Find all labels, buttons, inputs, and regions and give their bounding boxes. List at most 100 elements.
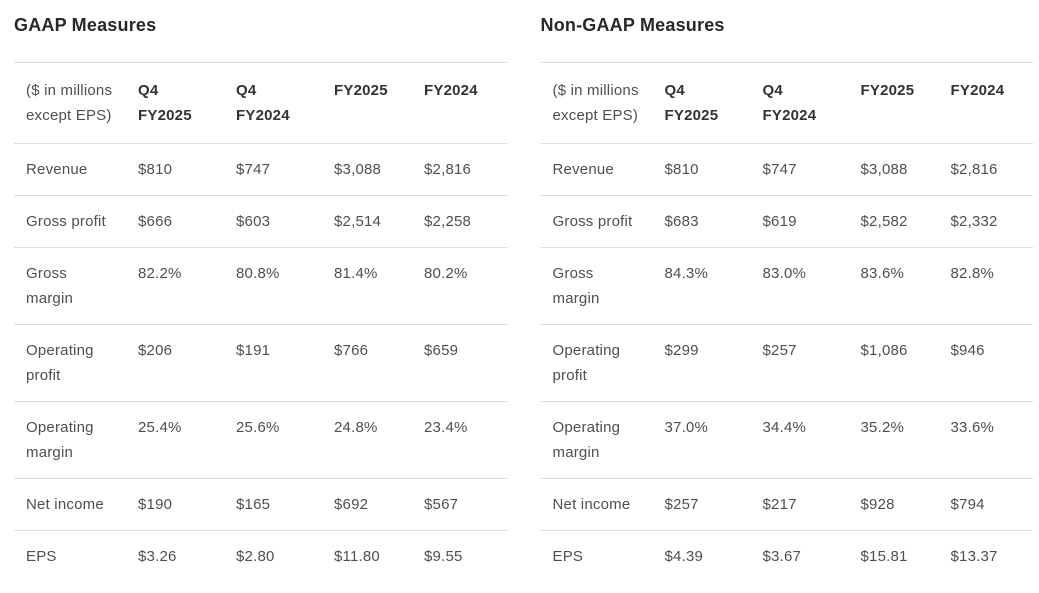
cell-value: $3.67 [762, 548, 802, 565]
cell-value: $257 [762, 342, 797, 359]
cell-value: 83.0% [762, 265, 807, 282]
cell-value: 81.4% [334, 265, 378, 282]
row-label: Net income [26, 496, 104, 513]
cell-value: $2,332 [950, 213, 998, 230]
cell-value: $659 [424, 342, 459, 359]
cell-value: $13.37 [950, 548, 998, 565]
cell-value: 84.3% [664, 265, 709, 282]
cell-value: $11.80 [334, 548, 380, 565]
cell-value: $766 [334, 342, 369, 359]
cell-value: $2,582 [860, 213, 908, 230]
cell-value: $683 [664, 213, 699, 230]
table-row: Gross profit $666 $603 $2,514 $2,258 [14, 195, 507, 247]
cell-value: $2,514 [334, 213, 382, 230]
column-header-q4-fy2025: Q4 FY2025 [138, 82, 192, 124]
table-row: Net income $257 $217 $928 $794 [540, 478, 1033, 530]
cell-value: 80.8% [236, 265, 280, 282]
cell-value: 25.6% [236, 419, 280, 436]
row-label: Gross margin [26, 265, 74, 307]
table-row: Revenue $810 $747 $3,088 $2,816 [540, 143, 1033, 195]
gaap-measures-table: GAAP Measures ($ in millions except EPS)… [14, 14, 507, 582]
row-label: Gross margin [552, 265, 600, 307]
row-label: Revenue [552, 161, 614, 178]
cell-value: $299 [664, 342, 699, 359]
cell-value: 34.4% [762, 419, 807, 436]
cell-value: $692 [334, 496, 369, 513]
cell-value: 80.2% [424, 265, 468, 282]
table-row: Operating profit $206 $191 $766 $659 [14, 324, 507, 401]
cell-value: 25.4% [138, 419, 182, 436]
cell-value: $2,258 [424, 213, 472, 230]
cell-value: $4.39 [664, 548, 704, 565]
cell-value: 37.0% [664, 419, 709, 436]
cell-value: $3,088 [334, 161, 382, 178]
table-row: Gross profit $683 $619 $2,582 $2,332 [540, 195, 1033, 247]
table-title: GAAP Measures [14, 15, 157, 35]
cell-value: $666 [138, 213, 173, 230]
cell-value: $165 [236, 496, 271, 513]
table-row: EPS $3.26 $2.80 $11.80 $9.55 [14, 530, 507, 582]
cell-value: $747 [236, 161, 271, 178]
cell-value: 35.2% [860, 419, 905, 436]
column-header-fy2025: FY2025 [860, 82, 915, 99]
table-row: Operating margin 25.4% 25.6% 24.8% 23.4% [14, 401, 507, 478]
unit-label: ($ in millions except EPS) [552, 82, 639, 124]
column-header-fy2025: FY2025 [334, 82, 388, 99]
cell-value: $794 [950, 496, 985, 513]
cell-value: $567 [424, 496, 459, 513]
column-header-q4-fy2025: Q4 FY2025 [664, 82, 719, 124]
cell-value: 82.2% [138, 265, 182, 282]
cell-value: $217 [762, 496, 797, 513]
unit-label: ($ in millions except EPS) [26, 82, 113, 124]
cell-value: $928 [860, 496, 895, 513]
row-label: Net income [552, 496, 631, 513]
cell-value: $946 [950, 342, 985, 359]
row-label: Operating margin [552, 419, 621, 461]
row-label: EPS [552, 548, 584, 565]
row-label: Gross profit [552, 213, 633, 230]
cell-value: 83.6% [860, 265, 905, 282]
cell-value: $9.55 [424, 548, 463, 565]
cell-value: $1,086 [860, 342, 908, 359]
cell-value: $206 [138, 342, 173, 359]
non-gaap-measures-table: Non-GAAP Measures ($ in millions except … [540, 14, 1033, 582]
cell-value: 23.4% [424, 419, 468, 436]
row-label: Operating profit [552, 342, 621, 384]
cell-value: $3,088 [860, 161, 908, 178]
row-label: Gross profit [26, 213, 106, 230]
row-label: Operating profit [26, 342, 94, 384]
cell-value: $2,816 [424, 161, 472, 178]
column-header-fy2024: FY2024 [950, 82, 1005, 99]
table-row: Operating profit $299 $257 $1,086 $946 [540, 324, 1033, 401]
cell-value: $747 [762, 161, 797, 178]
table-header-row: ($ in millions except EPS) Q4 FY2025 Q4 … [540, 62, 1033, 143]
table-row: Gross margin 84.3% 83.0% 83.6% 82.8% [540, 247, 1033, 324]
column-header-fy2024: FY2024 [424, 82, 478, 99]
table-row: Operating margin 37.0% 34.4% 35.2% 33.6% [540, 401, 1033, 478]
cell-value: $810 [138, 161, 173, 178]
table-title: Non-GAAP Measures [540, 15, 725, 35]
table-row: Net income $190 $165 $692 $567 [14, 478, 507, 530]
table-row: Gross margin 82.2% 80.8% 81.4% 80.2% [14, 247, 507, 324]
cell-value: $2.80 [236, 548, 275, 565]
cell-value: 82.8% [950, 265, 995, 282]
column-header-q4-fy2024: Q4 FY2024 [236, 82, 290, 124]
column-header-q4-fy2024: Q4 FY2024 [762, 82, 817, 124]
table-row: EPS $4.39 $3.67 $15.81 $13.37 [540, 530, 1033, 582]
cell-value: $810 [664, 161, 699, 178]
cell-value: $257 [664, 496, 699, 513]
cell-value: $191 [236, 342, 271, 359]
table-row: Revenue $810 $747 $3,088 $2,816 [14, 143, 507, 195]
table-header-row: ($ in millions except EPS) Q4 FY2025 Q4 … [14, 62, 507, 143]
cell-value: $619 [762, 213, 797, 230]
cell-value: $3.26 [138, 548, 177, 565]
row-label: Operating margin [26, 419, 94, 461]
row-label: EPS [26, 548, 57, 565]
cell-value: $190 [138, 496, 173, 513]
cell-value: 24.8% [334, 419, 378, 436]
cell-value: $2,816 [950, 161, 998, 178]
row-label: Revenue [26, 161, 88, 178]
table-body: Revenue $810 $747 $3,088 $2,816 Gross profit $… [540, 143, 1033, 582]
cell-value: $603 [236, 213, 271, 230]
